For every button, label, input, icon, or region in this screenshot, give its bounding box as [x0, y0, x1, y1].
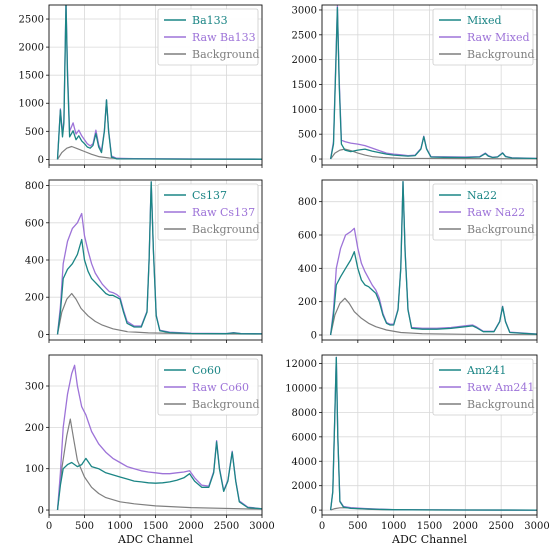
- x-tick-label: 0: [319, 521, 325, 532]
- legend-entry: Mixed: [467, 14, 502, 27]
- x-tick-label: 500: [75, 521, 94, 532]
- legend-entry: Background: [467, 48, 535, 61]
- x-tick-label: 1500: [417, 521, 442, 532]
- y-tick-label: 0: [38, 506, 44, 517]
- y-tick-label: 1000: [19, 99, 44, 110]
- y-tick-label: 1000: [292, 105, 317, 116]
- y-tick-label: 200: [298, 297, 317, 308]
- x-tick-label: 0: [46, 521, 52, 532]
- legend-entry: Background: [467, 398, 535, 411]
- x-tick-label: 3000: [249, 521, 274, 532]
- y-tick-label: 3000: [292, 5, 317, 16]
- x-axis-label: ADC Channel: [391, 533, 467, 546]
- legend-entry: Background: [192, 48, 260, 61]
- y-tick-label: 1500: [19, 71, 44, 82]
- y-tick-label: 800: [298, 197, 317, 208]
- y-tick-label: 8000: [292, 408, 317, 419]
- series-line-background: [330, 148, 537, 160]
- y-tick-label: 1500: [292, 80, 317, 91]
- x-tick-label: 500: [348, 521, 367, 532]
- chart-panel: 0 2000 4000 6000 8000 10000 12000 0 500 1000 1500 2…: [285, 354, 550, 546]
- chart-panel: 0 500 1000 1500 2000 2500 3000 Mixed Raw Mixed Ba…: [292, 4, 538, 168]
- chart-panel: 0 200 400 600 800 Na22 Raw Na22 Background: [298, 179, 538, 343]
- chart-panel: 0 200 400 600 800 Cs137 Raw Cs137 Background: [25, 179, 263, 343]
- legend-entry: Raw Am241: [467, 381, 534, 394]
- y-tick-label: 10000: [285, 383, 317, 394]
- y-tick-label: 4000: [292, 457, 317, 468]
- series-line-source: [56, 181, 262, 335]
- x-tick-label: 2500: [488, 521, 513, 532]
- y-tick-label: 500: [25, 127, 44, 138]
- legend-box: [157, 8, 259, 66]
- y-tick-label: 300: [25, 382, 44, 393]
- y-tick-label: 2500: [19, 15, 44, 26]
- legend-entry: Raw Mixed: [467, 31, 530, 44]
- legend-entry: Na22: [467, 189, 497, 202]
- y-tick-label: 2000: [292, 481, 317, 492]
- y-tick-label: 800: [25, 181, 44, 192]
- legend: Cs137 Raw Cs137 Background: [157, 183, 260, 241]
- chart-panel: 0 500 1000 1500 2000 2500 Ba133 Raw Ba133 Backgr…: [19, 4, 263, 168]
- legend: Na22 Raw Na22 Background: [432, 183, 535, 241]
- y-tick-label: 0: [38, 155, 44, 166]
- legend-entry: Background: [467, 223, 535, 236]
- legend-entry: Cs137: [192, 189, 227, 202]
- legend-entry: Raw Cs137: [192, 206, 255, 219]
- legend: Am241 Raw Am241 Background: [432, 358, 535, 416]
- legend-box: [432, 358, 534, 416]
- y-tick-label: 600: [298, 231, 317, 242]
- series-line-background: [56, 418, 262, 511]
- y-tick-label: 0: [38, 330, 44, 341]
- legend-box: [157, 358, 259, 416]
- y-tick-label: 400: [25, 256, 44, 267]
- y-tick-label: 600: [25, 218, 44, 229]
- y-tick-label: 200: [25, 293, 44, 304]
- y-tick-label: 200: [25, 423, 44, 434]
- y-tick-label: 400: [298, 264, 317, 275]
- legend: Ba133 Raw Ba133 Background: [157, 8, 260, 66]
- series-line-source: [56, 441, 262, 511]
- series-line-source: [329, 181, 537, 336]
- legend-entry: Raw Na22: [467, 206, 525, 219]
- series-line-source: [56, 5, 262, 160]
- series-line-source: [329, 6, 537, 160]
- y-tick-label: 6000: [292, 432, 317, 443]
- series-line-background: [56, 292, 262, 335]
- legend-entry: Background: [192, 223, 260, 236]
- x-tick-label: 2500: [214, 521, 239, 532]
- legend-entry: Raw Ba133: [192, 31, 256, 44]
- series-line-background: [330, 297, 537, 336]
- x-tick-label: 2000: [178, 521, 203, 532]
- legend-entry: Background: [192, 398, 260, 411]
- legend-box: [432, 8, 534, 66]
- y-tick-label: 2000: [292, 55, 317, 66]
- y-tick-label: 0: [311, 155, 317, 166]
- y-tick-label: 2000: [19, 43, 44, 54]
- series-line-source: [329, 356, 537, 511]
- x-tick-label: 1000: [381, 521, 406, 532]
- y-tick-label: 0: [311, 506, 317, 517]
- legend: Mixed Raw Mixed Background: [432, 8, 535, 66]
- x-tick-label: 1000: [107, 521, 132, 532]
- legend-box: [157, 183, 259, 241]
- legend: Co60 Raw Co60 Background: [157, 358, 260, 416]
- legend-entry: Raw Co60: [192, 381, 249, 394]
- x-tick-label: 1500: [143, 521, 168, 532]
- x-tick-label: 2000: [453, 521, 478, 532]
- y-tick-label: 100: [25, 464, 44, 475]
- y-tick-label: 12000: [285, 359, 317, 370]
- y-tick-label: 500: [298, 130, 317, 141]
- y-tick-label: 0: [311, 331, 317, 342]
- legend-box: [432, 183, 534, 241]
- legend-entry: Co60: [192, 364, 221, 377]
- x-axis-label: ADC Channel: [117, 533, 193, 546]
- y-tick-label: 2500: [292, 30, 317, 41]
- legend-entry: Am241: [466, 364, 506, 377]
- series-line-background: [56, 145, 262, 160]
- legend-entry: Ba133: [192, 14, 228, 27]
- x-tick-label: 3000: [524, 521, 549, 532]
